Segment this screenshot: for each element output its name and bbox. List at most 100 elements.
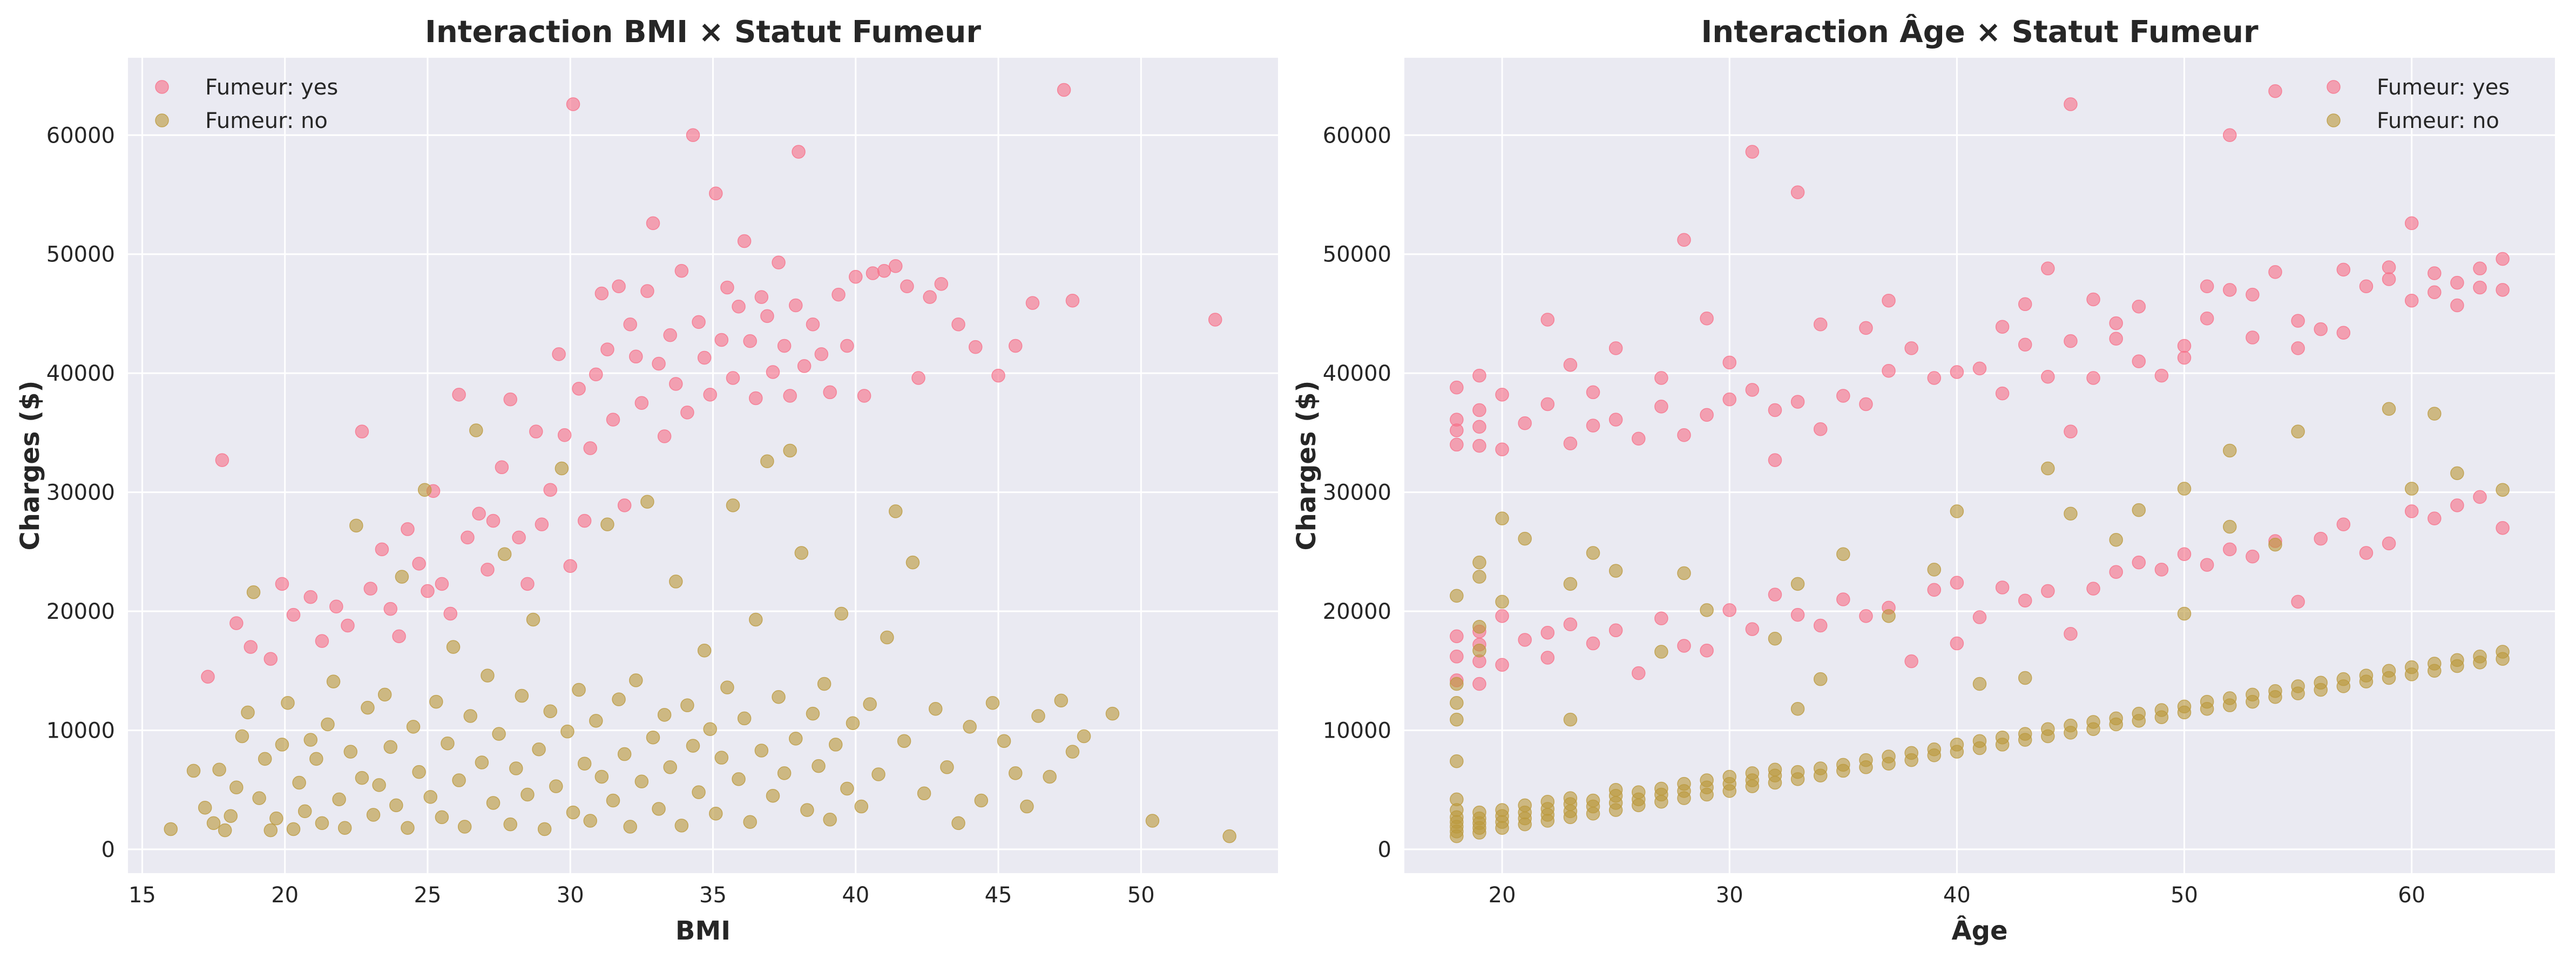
data-point	[866, 266, 880, 280]
data-point	[857, 389, 871, 403]
data-point	[669, 377, 683, 391]
data-point	[475, 755, 489, 769]
data-point	[2177, 350, 2192, 365]
data-point	[2473, 650, 2487, 664]
data-point	[560, 724, 574, 739]
data-point	[555, 461, 569, 476]
data-point	[2018, 671, 2032, 685]
data-point	[1654, 611, 1668, 626]
data-point	[1859, 321, 1873, 335]
data-point	[443, 606, 457, 621]
data-point	[1722, 392, 1736, 407]
data-point	[1540, 794, 1555, 809]
data-point	[1105, 706, 1120, 721]
data-point	[577, 514, 592, 528]
data-point	[2223, 283, 2237, 297]
data-point	[164, 822, 178, 836]
data-point	[754, 290, 769, 304]
data-point	[1927, 583, 1942, 597]
x-tick-label: 40	[842, 883, 869, 908]
data-point	[840, 781, 854, 796]
data-point	[2291, 424, 2305, 438]
data-point	[871, 767, 885, 781]
data-point	[572, 382, 586, 396]
data-point	[520, 787, 535, 802]
data-point	[201, 670, 215, 684]
data-point	[929, 702, 943, 716]
data-point	[275, 738, 289, 752]
y-tick-label: 40000	[1323, 361, 1391, 386]
data-point	[2223, 443, 2237, 458]
data-point	[1972, 734, 1987, 748]
data-point	[406, 720, 421, 734]
data-point	[435, 810, 449, 825]
data-point	[2086, 582, 2100, 596]
data-point	[583, 441, 597, 455]
data-point	[1145, 814, 1160, 828]
data-point	[535, 517, 549, 531]
data-point	[1950, 365, 1964, 379]
x-tick-label: 50	[2171, 883, 2198, 908]
legend-marker	[155, 113, 169, 127]
data-point	[991, 368, 1005, 383]
data-point	[326, 674, 341, 688]
data-point	[1472, 555, 1486, 570]
data-point	[2404, 660, 2419, 674]
data-point	[720, 680, 734, 694]
data-point	[1904, 654, 1918, 668]
y-tick-label: 60000	[46, 123, 115, 148]
data-point	[1472, 368, 1486, 383]
series-fumeur-yes	[1450, 84, 2510, 691]
data-point	[1632, 666, 1646, 680]
data-point	[1995, 580, 2010, 595]
data-point	[549, 779, 563, 793]
data-point	[229, 780, 244, 795]
chart-title: Interaction Âge × Statut Fumeur	[1701, 15, 2259, 50]
y-axis-label: Charges ($)	[15, 381, 45, 551]
data-point	[343, 745, 358, 759]
data-point	[583, 814, 597, 828]
data-point	[1450, 380, 1464, 395]
data-point	[186, 764, 201, 778]
data-point	[1882, 293, 1896, 308]
y-tick-label: 10000	[1323, 718, 1391, 743]
x-tick-label: 35	[699, 883, 727, 908]
plot-area	[128, 58, 1278, 873]
x-axis-label: Âge	[1951, 915, 2007, 946]
data-point	[1563, 577, 1578, 591]
data-point	[589, 367, 603, 382]
data-point	[212, 762, 226, 776]
data-point	[2109, 711, 2123, 726]
data-point	[241, 705, 255, 720]
data-point	[1518, 633, 1532, 647]
data-point	[2382, 260, 2396, 274]
data-point	[669, 575, 683, 589]
data-point	[1768, 631, 1782, 646]
data-point	[292, 775, 306, 790]
data-point	[1700, 408, 1714, 422]
data-point	[1654, 645, 1668, 659]
data-point	[772, 255, 786, 269]
data-point	[623, 820, 637, 834]
data-point	[2041, 461, 2055, 476]
data-point	[2496, 483, 2510, 497]
data-point	[2268, 84, 2282, 98]
data-point	[286, 822, 301, 836]
data-point	[2473, 490, 2487, 504]
data-point	[1020, 799, 1034, 814]
data-point	[1768, 587, 1782, 602]
data-point	[897, 734, 911, 748]
series-fumeur-yes	[201, 83, 1222, 684]
data-point	[2177, 699, 2192, 714]
data-point	[2018, 727, 2032, 741]
data-point	[566, 805, 580, 820]
data-point	[2404, 504, 2419, 518]
data-point	[589, 714, 603, 728]
data-point	[732, 772, 746, 786]
data-point	[315, 816, 329, 830]
data-point	[275, 577, 289, 591]
data-point	[566, 97, 580, 111]
legend: Fumeur: yes Fumeur: no	[2327, 75, 2510, 133]
series-fumeur-no	[164, 423, 1236, 843]
data-point	[429, 694, 443, 709]
